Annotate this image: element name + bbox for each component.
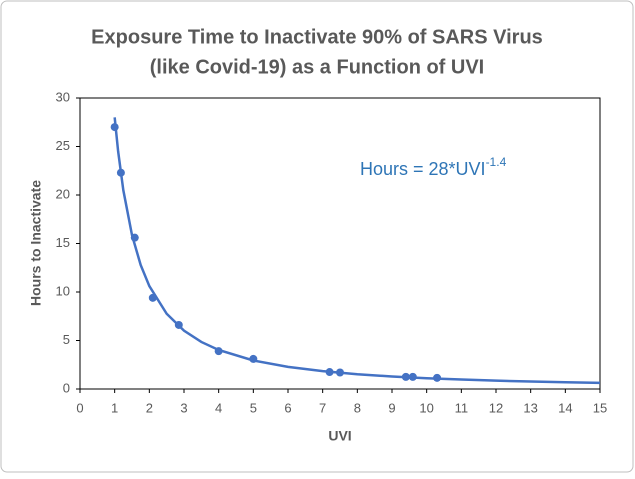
x-tick-label: 10 [419, 400, 433, 415]
y-tick-label: 0 [63, 380, 70, 395]
y-tick-label: 30 [56, 89, 70, 104]
chart-title: (like Covid-19) as a Function of UVI [150, 56, 485, 78]
x-tick-label: 1 [111, 400, 118, 415]
data-point [336, 368, 344, 377]
x-tick-label: 3 [180, 400, 187, 415]
x-tick-label: 9 [388, 400, 395, 415]
data-point [433, 373, 442, 382]
y-axis-label: Hours to Inactivate [28, 180, 44, 306]
x-tick-label: 4 [215, 400, 222, 415]
data-point [249, 354, 258, 363]
x-tick-label: 14 [558, 400, 572, 415]
data-point [130, 233, 139, 242]
data-point [214, 347, 223, 356]
equation-text: Hours = 28*UVI [360, 159, 486, 179]
x-tick-label: 12 [489, 400, 503, 415]
fit-equation: Hours = 28*UVI-1.4 [360, 155, 507, 179]
x-tick-label: 11 [455, 400, 469, 415]
x-axis-label: UVI [328, 428, 351, 444]
y-tick-label: 20 [56, 186, 70, 201]
x-tick-label: 0 [76, 400, 83, 415]
chart-title: Exposure Time to Inactivate 90% of SARS … [91, 26, 543, 48]
data-point [110, 123, 119, 132]
y-tick-label: 15 [56, 235, 70, 250]
y-tick-label: 5 [63, 332, 70, 347]
x-tick-label: 2 [146, 400, 153, 415]
x-tick-label: 13 [523, 400, 537, 415]
data-point [325, 368, 334, 377]
x-tick-label: 5 [250, 400, 257, 415]
y-tick-label: 25 [56, 138, 70, 153]
data-point [148, 293, 157, 302]
data-point [174, 320, 183, 329]
data-point [408, 372, 417, 381]
equation-exponent: -1.4 [486, 155, 507, 169]
x-tick-label: 7 [319, 400, 326, 415]
data-point [116, 168, 125, 177]
x-tick-label: 8 [354, 400, 361, 415]
x-tick-label: 15 [593, 400, 607, 415]
y-tick-label: 10 [56, 283, 70, 298]
data-point [401, 372, 410, 381]
x-tick-label: 6 [284, 400, 291, 415]
